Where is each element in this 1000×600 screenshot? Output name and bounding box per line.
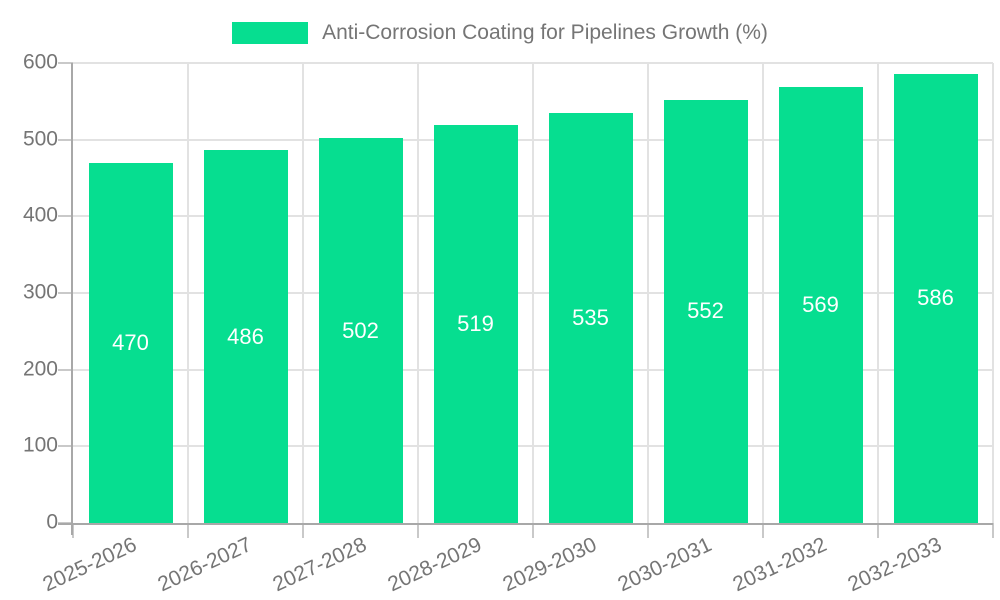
bar[interactable] [893,73,978,523]
y-tick [58,292,73,294]
x-tick [647,523,649,538]
bar-value-label: 569 [802,291,839,317]
v-gridline [647,63,649,523]
y-axis-line [71,63,73,535]
x-tick [187,523,189,538]
legend: Anti-Corrosion Coating for Pipelines Gro… [0,21,1000,45]
y-tick-label: 300 [22,280,58,304]
x-tick-label: 2025-2026 [39,533,141,597]
y-tick-label: 500 [22,127,58,151]
y-tick [58,138,73,141]
x-tick-label: 2026-2027 [154,533,256,597]
x-tick [302,523,304,538]
legend-swatch-icon [232,22,309,44]
legend-label: Anti-Corrosion Coating for Pipelines Gro… [322,21,768,44]
v-gridline [187,63,189,523]
x-tick-label: 2029-2030 [499,533,601,597]
x-tick [762,523,764,538]
x-tick-label: 2030-2031 [614,533,716,597]
y-tick [58,445,73,448]
x-tick-label: 2032-2033 [844,533,946,597]
bar-value-label: 552 [687,298,724,324]
bar[interactable] [88,162,173,523]
legend-item[interactable]: Anti-Corrosion Coating for Pipelines Gro… [232,21,768,45]
x-tick-label: 2031-2032 [729,533,831,597]
bar-value-label: 502 [342,317,379,343]
x-tick [992,523,994,538]
v-gridline [532,63,534,523]
bar-value-label: 486 [227,323,264,349]
v-gridline [762,63,764,523]
y-tick-label: 400 [22,203,58,227]
bar[interactable] [778,86,863,523]
bar[interactable] [548,112,633,523]
x-tick-label: 2027-2028 [269,533,371,597]
bar[interactable] [663,99,748,523]
bar[interactable] [318,138,403,523]
y-tick [58,368,73,371]
bar-value-label: 586 [917,285,954,311]
bar[interactable] [433,125,518,523]
x-tick [532,523,534,538]
x-axis-line [58,523,993,525]
x-tick [877,523,879,538]
v-gridline [877,63,879,523]
x-tick [72,523,74,538]
bar-value-label: 470 [112,329,149,355]
y-tick [58,215,73,218]
y-tick-label: 0 [46,510,58,534]
v-gridline [302,63,304,523]
v-gridline [417,63,419,523]
y-tick-label: 100 [22,433,58,457]
v-gridline [992,63,994,523]
y-tick [58,62,73,64]
bar-value-label: 535 [572,304,609,330]
x-tick-label: 2028-2029 [384,533,486,597]
bar[interactable] [203,150,288,523]
x-tick [417,523,419,538]
y-tick-label: 200 [22,357,58,381]
y-tick-label: 600 [22,50,58,74]
bar-value-label: 519 [457,311,494,337]
